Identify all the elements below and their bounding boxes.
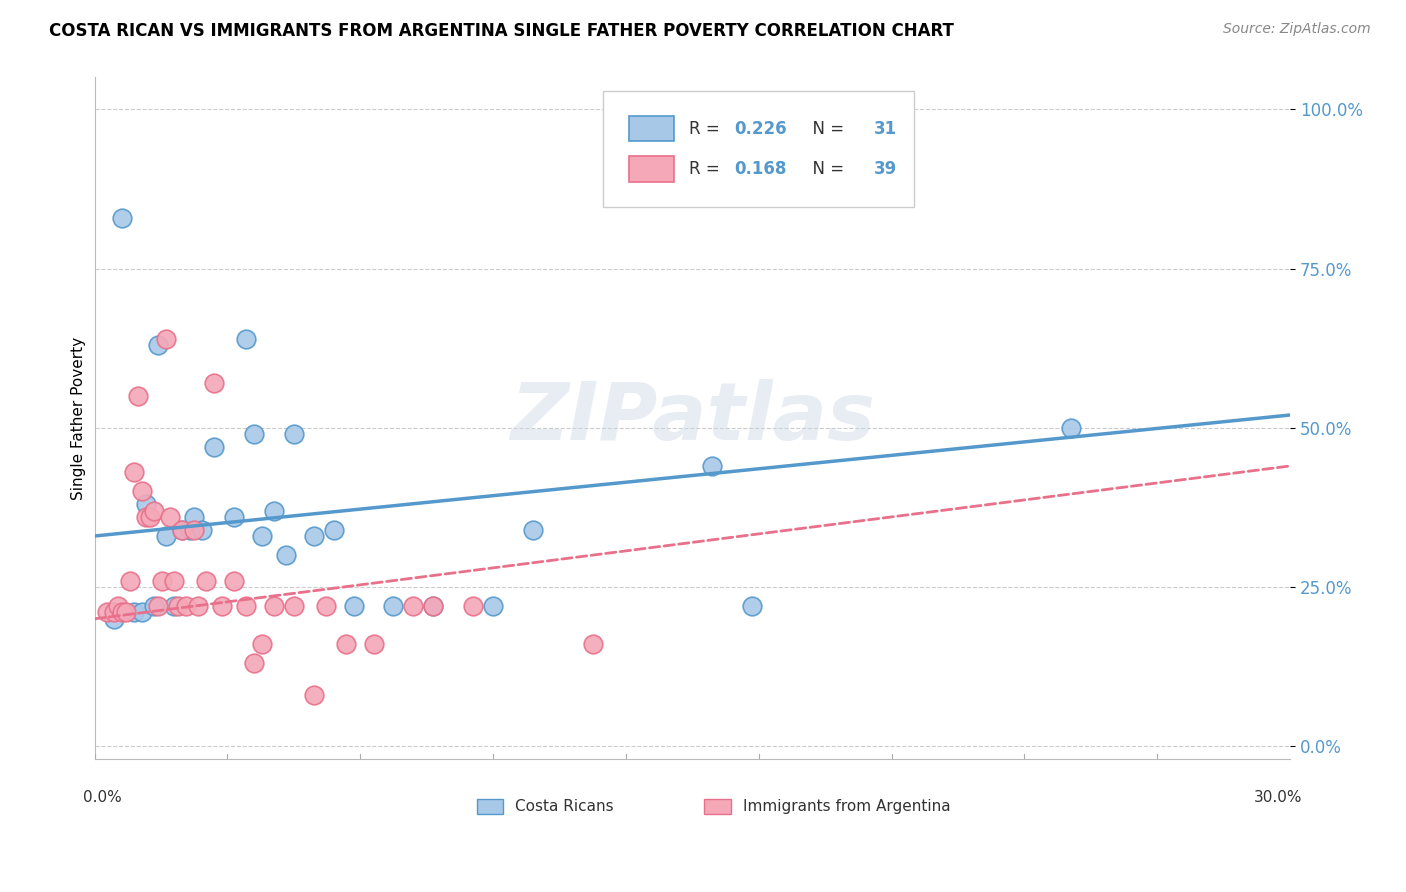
Point: [335, 637, 357, 651]
Point: [363, 637, 385, 651]
Text: COSTA RICAN VS IMMIGRANTS FROM ARGENTINA SINGLE FATHER POVERTY CORRELATION CHART: COSTA RICAN VS IMMIGRANTS FROM ARGENTINA…: [49, 22, 955, 40]
Point: [179, 523, 201, 537]
Text: R =: R =: [689, 161, 724, 178]
Text: 31: 31: [875, 120, 897, 137]
Point: [159, 509, 181, 524]
Point: [302, 529, 325, 543]
Point: [343, 599, 366, 613]
Text: N =: N =: [803, 161, 849, 178]
Point: [103, 606, 125, 620]
Point: [235, 599, 257, 613]
Text: N =: N =: [803, 120, 849, 137]
Point: [243, 427, 266, 442]
Point: [322, 523, 344, 537]
Point: [211, 599, 233, 613]
Point: [103, 612, 125, 626]
Point: [702, 458, 724, 473]
Point: [155, 529, 177, 543]
Point: [302, 688, 325, 702]
Point: [150, 574, 173, 588]
Text: Source: ZipAtlas.com: Source: ZipAtlas.com: [1223, 22, 1371, 37]
Point: [482, 599, 505, 613]
Point: [582, 637, 605, 651]
Point: [120, 574, 142, 588]
Point: [382, 599, 405, 613]
Point: [135, 497, 157, 511]
Y-axis label: Single Father Poverty: Single Father Poverty: [72, 336, 86, 500]
Point: [250, 529, 273, 543]
Point: [111, 606, 134, 620]
Point: [143, 503, 166, 517]
Point: [191, 523, 214, 537]
Point: [163, 599, 186, 613]
Point: [1060, 421, 1083, 435]
Point: [131, 484, 153, 499]
Point: [127, 389, 149, 403]
Point: [124, 606, 146, 620]
Point: [167, 599, 190, 613]
Point: [183, 523, 205, 537]
Point: [183, 509, 205, 524]
Point: [422, 599, 444, 613]
Point: [124, 466, 146, 480]
Point: [741, 599, 763, 613]
Point: [274, 548, 297, 562]
Point: [172, 523, 194, 537]
Point: [463, 599, 485, 613]
FancyBboxPatch shape: [477, 799, 503, 814]
Text: 30.0%: 30.0%: [1254, 789, 1302, 805]
Point: [250, 637, 273, 651]
Point: [143, 599, 166, 613]
FancyBboxPatch shape: [603, 91, 914, 207]
Point: [174, 599, 197, 613]
Point: [243, 657, 266, 671]
FancyBboxPatch shape: [704, 799, 731, 814]
Text: ZIPatlas: ZIPatlas: [510, 379, 875, 458]
Point: [139, 509, 162, 524]
Point: [263, 599, 285, 613]
Point: [283, 599, 305, 613]
Text: 0.226: 0.226: [734, 120, 787, 137]
Point: [202, 440, 225, 454]
Point: [148, 599, 170, 613]
Point: [131, 606, 153, 620]
Point: [315, 599, 337, 613]
Point: [187, 599, 209, 613]
Point: [115, 606, 138, 620]
Text: Costa Ricans: Costa Ricans: [516, 799, 614, 814]
Point: [522, 523, 544, 537]
FancyBboxPatch shape: [628, 156, 675, 182]
Point: [263, 503, 285, 517]
Point: [235, 332, 257, 346]
Point: [163, 574, 186, 588]
Point: [195, 574, 218, 588]
Text: R =: R =: [689, 120, 724, 137]
Point: [96, 606, 118, 620]
Text: 39: 39: [875, 161, 897, 178]
Point: [107, 599, 129, 613]
FancyBboxPatch shape: [628, 116, 675, 142]
Point: [111, 211, 134, 225]
Point: [402, 599, 425, 613]
Point: [222, 574, 245, 588]
Point: [202, 376, 225, 391]
Point: [155, 332, 177, 346]
Point: [135, 509, 157, 524]
Text: Immigrants from Argentina: Immigrants from Argentina: [742, 799, 950, 814]
Point: [148, 338, 170, 352]
Text: 0.168: 0.168: [734, 161, 786, 178]
Point: [422, 599, 444, 613]
Text: 0.0%: 0.0%: [83, 789, 121, 805]
Point: [222, 509, 245, 524]
Point: [283, 427, 305, 442]
Point: [172, 523, 194, 537]
